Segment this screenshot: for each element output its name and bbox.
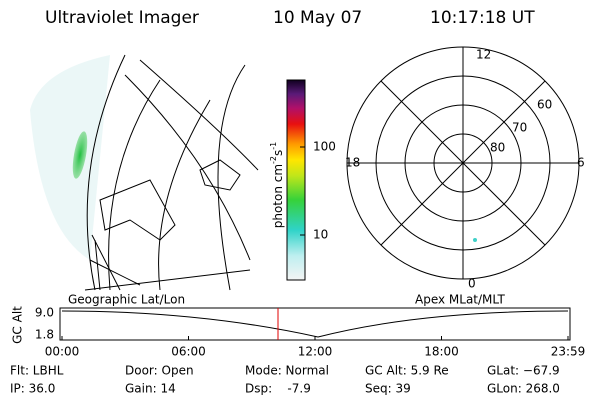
x-tick-label: 06:00	[171, 345, 206, 359]
status-field: Flt: LBHL	[10, 364, 64, 378]
exponent: -2	[269, 156, 278, 164]
y-tick-label: 1.8	[35, 328, 54, 342]
status-field: Dsp: -7.9	[245, 382, 311, 396]
polar-grid	[346, 46, 580, 280]
status-field: Door: Open	[125, 364, 194, 378]
status-field: IP: 36.0	[10, 382, 55, 396]
mlat-label: 60	[537, 98, 552, 112]
altitude-curve	[61, 310, 569, 338]
exponent: -1	[269, 142, 278, 150]
mlt-label: 0	[468, 277, 476, 291]
x-tick-label: 00:00	[45, 345, 80, 359]
color-tick-label: 10	[313, 228, 328, 242]
status-field: GLon: 268.0	[487, 382, 560, 396]
x-tick-label: 23:59	[551, 345, 586, 359]
polar-emission	[473, 238, 477, 242]
mlt-label: 18	[345, 156, 360, 170]
status-field: Seq: 39	[365, 382, 411, 396]
color-bar-label: photon cm-2s-1	[269, 142, 285, 229]
time: 10:17:18 UT	[430, 8, 535, 28]
mlt-label: 6	[577, 156, 585, 170]
y-label: GC Alt	[11, 306, 25, 344]
mlt-label: 12	[476, 48, 491, 62]
status-field: GC Alt: 5.9 Re	[365, 364, 449, 378]
y-tick-label: 9.0	[35, 306, 54, 320]
color-tick-label: 100	[313, 140, 336, 154]
x-tick-label: 18:00	[424, 345, 459, 359]
polar-label: Apex MLat/MLT	[415, 293, 505, 307]
mlat-label: 80	[490, 141, 505, 155]
map-image	[30, 54, 259, 291]
unit: s	[271, 150, 285, 156]
unit: photon cm	[271, 164, 285, 228]
mlat-label: 70	[512, 121, 527, 135]
x-tick-label: 12:00	[298, 345, 333, 359]
status-field: GLat: −67.9	[487, 364, 560, 378]
status-field: Gain: 14	[125, 382, 176, 396]
map-label: Geographic Lat/Lon	[68, 293, 185, 307]
color-bar	[286, 79, 306, 281]
status-field: Mode: Normal	[245, 364, 329, 378]
instrument: Ultraviolet Imager	[45, 8, 199, 28]
date: 10 May 07	[273, 8, 362, 28]
